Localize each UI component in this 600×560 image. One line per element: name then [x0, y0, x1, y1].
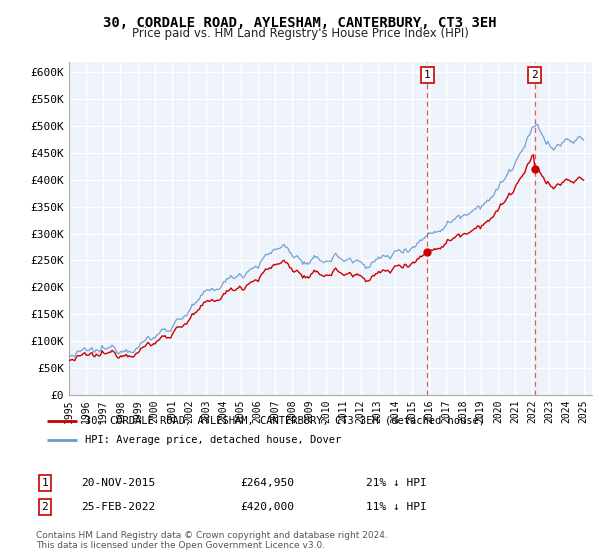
Text: Price paid vs. HM Land Registry's House Price Index (HPI): Price paid vs. HM Land Registry's House …	[131, 27, 469, 40]
Text: £420,000: £420,000	[240, 502, 294, 512]
Text: 11% ↓ HPI: 11% ↓ HPI	[366, 502, 427, 512]
Text: 30, CORDALE ROAD, AYLESHAM, CANTERBURY, CT3 3EH: 30, CORDALE ROAD, AYLESHAM, CANTERBURY, …	[103, 16, 497, 30]
Text: HPI: Average price, detached house, Dover: HPI: Average price, detached house, Dove…	[85, 435, 341, 445]
Text: 20-NOV-2015: 20-NOV-2015	[81, 478, 155, 488]
Text: 25-FEB-2022: 25-FEB-2022	[81, 502, 155, 512]
Text: 21% ↓ HPI: 21% ↓ HPI	[366, 478, 427, 488]
Text: 30, CORDALE ROAD, AYLESHAM, CANTERBURY, CT3 3EH (detached house): 30, CORDALE ROAD, AYLESHAM, CANTERBURY, …	[85, 416, 485, 426]
Text: Contains HM Land Registry data © Crown copyright and database right 2024.
This d: Contains HM Land Registry data © Crown c…	[36, 531, 388, 550]
Text: 2: 2	[41, 502, 49, 512]
Text: 1: 1	[424, 70, 431, 80]
Text: 2: 2	[531, 70, 538, 80]
Text: £264,950: £264,950	[240, 478, 294, 488]
Text: 1: 1	[41, 478, 49, 488]
